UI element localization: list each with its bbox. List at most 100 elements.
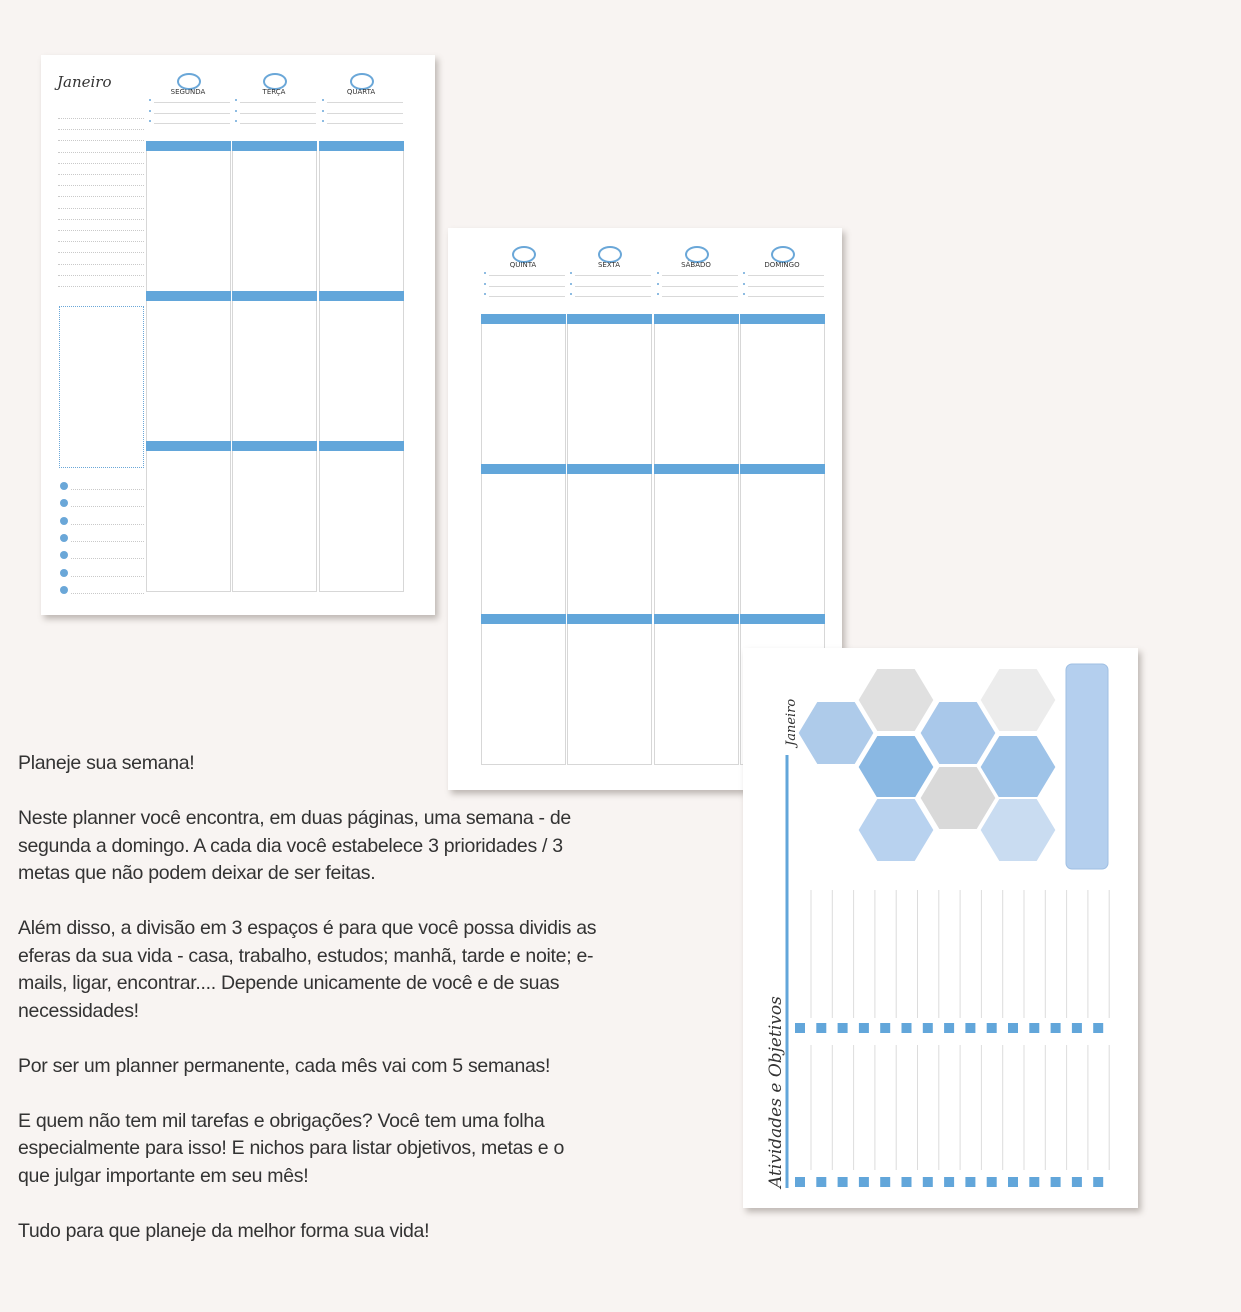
checkbox-square — [880, 1177, 891, 1187]
priority-line — [748, 285, 824, 287]
hexagon-goal — [918, 765, 998, 831]
day-label: SÁBADO — [681, 261, 711, 269]
day-label: QUINTA — [509, 261, 537, 269]
note-line — [58, 263, 144, 265]
note-line — [58, 286, 144, 287]
section-bar — [232, 291, 317, 301]
list-bullet-icon — [60, 499, 68, 508]
checkbox-square — [1029, 1177, 1040, 1187]
checkbox-square — [795, 1023, 805, 1033]
list-bullet-icon — [60, 551, 68, 560]
priority-line — [240, 112, 316, 114]
notes-box — [1065, 663, 1109, 870]
checkbox-square — [837, 1177, 848, 1187]
section-title: Atividades e Objetivos — [766, 996, 786, 1190]
day-column — [232, 141, 317, 592]
section-bar — [146, 141, 231, 151]
checkbox-square — [837, 1023, 848, 1033]
priority-bullet-icon — [149, 120, 151, 122]
checkbox-square — [858, 1023, 869, 1033]
description-paragraph: Por ser um planner permanente, cada mês … — [18, 1054, 551, 1077]
priority-line — [154, 102, 230, 103]
note-line — [58, 162, 144, 164]
section-bar — [567, 464, 652, 474]
product-description: Planeje sua semana! Neste planner você e… — [18, 750, 598, 1273]
checkbox-square — [986, 1023, 997, 1033]
priority-line — [662, 296, 738, 297]
checkbox-square — [944, 1177, 955, 1187]
checkbox-square — [1008, 1023, 1018, 1033]
section-bar — [740, 314, 825, 324]
checkbox-square — [922, 1023, 933, 1033]
day-circle-icon — [771, 246, 795, 263]
section-bar — [567, 314, 652, 324]
checkbox-square — [1071, 1023, 1082, 1033]
checkbox-square — [1050, 1177, 1061, 1187]
month-title: Janeiro — [57, 73, 112, 91]
priority-line — [154, 123, 230, 124]
checkbox-square — [1093, 1177, 1104, 1187]
activities-graphics: Janeiro Atividades e Objetivos — [766, 663, 1110, 1190]
list-line — [71, 575, 144, 577]
note-line — [58, 151, 144, 153]
list-line — [71, 592, 144, 594]
section-bar — [654, 314, 739, 324]
priority-line — [575, 285, 651, 287]
checkbox-square — [795, 1177, 805, 1187]
description-paragraph: Tudo para que planeje da melhor forma su… — [18, 1219, 430, 1242]
checkbox-square — [922, 1177, 933, 1187]
priority-bullet-icon — [235, 99, 237, 101]
note-line — [58, 185, 144, 187]
note-line — [58, 129, 144, 131]
priority-line — [748, 296, 824, 297]
checkbox-square — [965, 1023, 976, 1033]
checkbox-square — [1008, 1177, 1018, 1187]
priority-line — [662, 285, 738, 287]
priority-line — [240, 102, 316, 103]
note-line — [58, 274, 144, 276]
day-label: SEGUNDA — [170, 88, 206, 96]
priority-bullet-icon — [322, 120, 324, 122]
priority-line — [240, 123, 316, 124]
priority-bullet-icon — [235, 109, 237, 112]
day-circle-icon — [512, 246, 536, 263]
note-line — [58, 174, 144, 175]
priority-line — [489, 296, 565, 297]
list-line — [71, 489, 144, 490]
hexagon-goal — [796, 700, 876, 766]
checkbox-square — [816, 1177, 827, 1187]
checkbox-square — [858, 1177, 869, 1187]
section-bar — [232, 441, 317, 451]
description-paragraph: E quem não tem mil tarefas e obrigações?… — [18, 1109, 564, 1187]
day-circle-icon — [263, 73, 287, 90]
day-circle-icon — [685, 246, 709, 263]
priority-bullet-icon — [657, 272, 659, 274]
priority-bullet-icon — [484, 293, 486, 295]
priority-bullet-icon — [657, 282, 659, 285]
list-bullet-icon — [60, 533, 68, 542]
priority-bullet-icon — [484, 272, 486, 274]
day-label: TERÇA — [262, 88, 286, 96]
note-line — [58, 252, 144, 254]
priority-bullet-icon — [322, 99, 324, 101]
checkbox-square — [1050, 1023, 1061, 1033]
description-paragraph: Além disso, a divisão em 3 espaços é par… — [18, 917, 597, 1022]
priority-bullet-icon — [235, 120, 237, 122]
priority-bullet-icon — [570, 282, 572, 285]
hexagon-goal — [856, 734, 936, 800]
day-label: QUARTA — [346, 88, 376, 96]
note-line — [58, 207, 144, 209]
priority-bullet-icon — [743, 272, 745, 274]
priority-line — [575, 296, 651, 297]
hexagon-goal — [978, 797, 1058, 863]
note-line — [58, 218, 144, 220]
note-line — [58, 241, 144, 243]
priority-line — [327, 102, 403, 103]
note-line — [58, 118, 144, 119]
section-bar — [146, 291, 231, 301]
checkbox-square — [880, 1023, 891, 1033]
section-bar — [481, 464, 566, 474]
priority-bullet-icon — [743, 293, 745, 295]
priority-bullet-icon — [743, 282, 745, 285]
day-column — [654, 314, 739, 765]
